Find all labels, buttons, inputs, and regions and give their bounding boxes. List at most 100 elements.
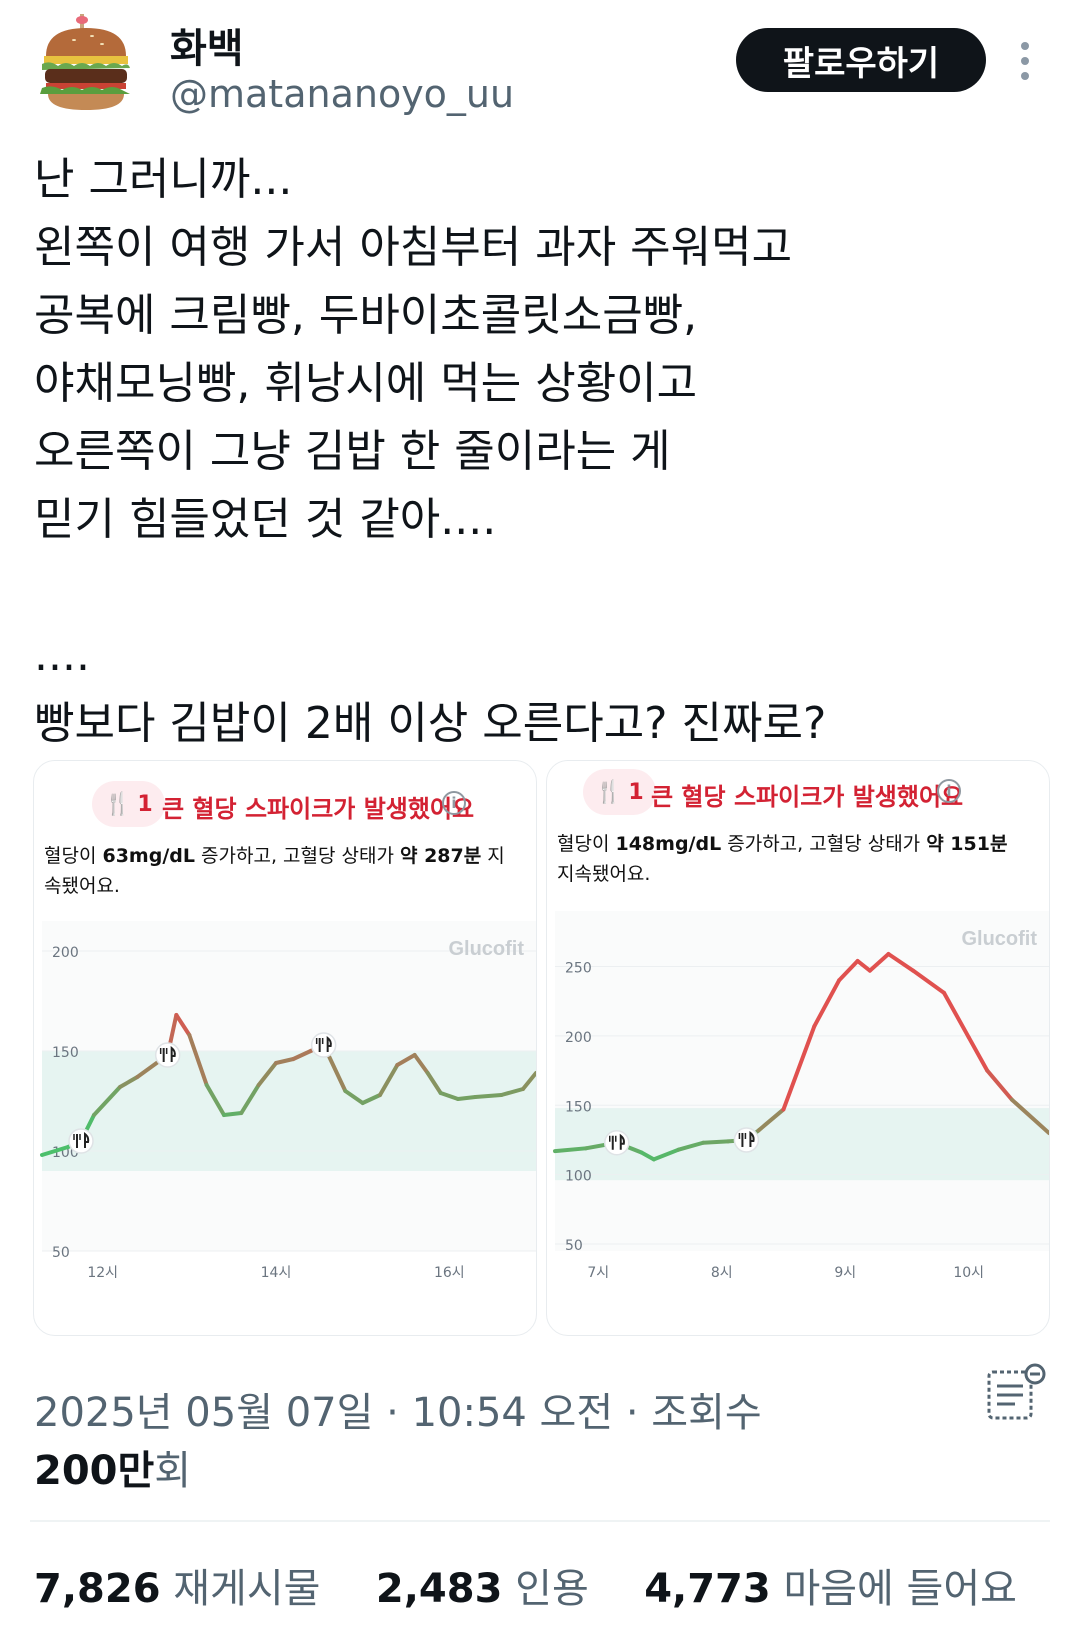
glucose-line-segment — [222, 1111, 244, 1117]
glucose-card-right[interactable]: 🍴 1 큰 혈당 스파이크가 발생했어요 i 혈당이 148mg/dL 증가하고… — [546, 760, 1050, 1336]
brand-watermark: Glucofit — [961, 928, 1037, 950]
tweet-line: 왼쪽이 여행 가서 아침부터 과자 주워먹고 — [34, 222, 793, 273]
y-tick-label: 100 — [565, 1169, 592, 1185]
meal-count-badge: 🍴 1 — [92, 781, 165, 827]
divider — [30, 1520, 1050, 1522]
glucose-line-segment — [438, 1091, 460, 1101]
x-tick-label: 14시 — [261, 1265, 292, 1281]
tweet-line: 빵보다 김밥이 2배 이상 오른다고? 진짜로? — [34, 698, 827, 749]
meal-count: 1 — [628, 779, 644, 805]
glucose-line-segment — [343, 1089, 365, 1105]
glucose-line-segment — [701, 1139, 730, 1145]
tweet-text: 난 그러니까... 왼쪽이 여행 가서 아침부터 과자 주워먹고 공복에 크림빵… — [34, 146, 1054, 758]
glucose-line-segment — [378, 1063, 400, 1097]
glucose-line-segment — [425, 1071, 443, 1095]
meal-marker-icon[interactable] — [733, 1127, 760, 1153]
target-range-band — [555, 1108, 1049, 1181]
glucose-line-segment — [756, 1107, 786, 1133]
spike-title: 큰 혈당 스파이크가 발생했어요 — [651, 783, 964, 811]
info-icon[interactable]: i — [442, 791, 466, 815]
target-range-band — [42, 1051, 536, 1171]
engagement-stats: 7,826 재게시물 2,483 인용 4,773 마음에 들어요 — [34, 1556, 1017, 1614]
y-tick-label: 150 — [565, 1099, 592, 1115]
glucose-line-segment — [239, 1083, 261, 1115]
more-options-icon[interactable] — [1010, 36, 1040, 86]
user-name[interactable]: 화백 — [170, 26, 244, 72]
info-icon[interactable]: i — [937, 779, 961, 803]
glucose-line-segment — [256, 1061, 278, 1087]
glucose-line-segment — [966, 1035, 990, 1073]
x-tick-label: 12시 — [87, 1265, 118, 1281]
glucose-line-segment — [521, 1071, 536, 1091]
glucose-card-left[interactable]: 🍴 1 큰 혈당 스파이크가 발생했어요 i 혈당이 63mg/dL 증가하고,… — [33, 760, 537, 1336]
meal-marker-icon[interactable] — [68, 1128, 94, 1154]
glucose-line-segment — [274, 1057, 296, 1065]
y-tick-label: 200 — [52, 945, 79, 961]
meal-marker-icon[interactable] — [154, 1042, 181, 1068]
glucose-line-segment — [812, 978, 842, 1029]
glucose-line-segment — [118, 1075, 140, 1089]
tweet-line — [34, 554, 1054, 622]
tweet-line: 공복에 크림빵, 두바이초콜릿소금빵, — [34, 290, 698, 341]
quote-count[interactable]: 2,483 인용 — [375, 1566, 589, 1612]
y-tick-label: 50 — [52, 1245, 70, 1261]
x-tick-label: 10시 — [953, 1265, 984, 1281]
glucose-line-segment — [886, 952, 916, 973]
brand-watermark: Glucofit — [448, 938, 524, 960]
glucose-line-segment — [499, 1087, 525, 1097]
glucose-line-segment — [174, 1013, 192, 1037]
glucose-chart-right: 50 100 150 200 250 7시 8시 9시 10시 Glucofit — [553, 911, 1049, 1281]
glucose-line-segment — [360, 1093, 382, 1105]
like-count[interactable]: 4,773 마음에 들어요 — [644, 1566, 1017, 1612]
x-tick-label: 9시 — [834, 1265, 856, 1281]
glucose-line-segment — [676, 1140, 706, 1152]
glucose-line-segment — [40, 1145, 70, 1157]
tweet-line: .... — [34, 630, 90, 681]
burger-avatar-icon[interactable] — [36, 14, 136, 114]
glucose-line-segment — [985, 1068, 1014, 1102]
tweet-date[interactable]: 2025년 05월 07일 · 10:54 오전 · 조회수 — [34, 1390, 762, 1436]
view-count: 200만회 — [34, 1448, 192, 1494]
glucose-line-segment — [855, 958, 872, 973]
y-tick-label: 250 — [565, 961, 592, 977]
tweet-line: 믿기 힘들었던 것 같아.... — [34, 494, 497, 545]
glucose-line-segment — [837, 958, 860, 983]
glucose-line-segment — [553, 1146, 588, 1154]
repost-count[interactable]: 7,826 재게시물 — [34, 1566, 321, 1612]
glucose-line-segment — [92, 1085, 122, 1117]
glucose-line-segment — [942, 990, 971, 1040]
tweet-line: 야채모닝빵, 휘낭시에 먹는 상황이고 — [34, 358, 698, 409]
x-tick-label: 8시 — [711, 1265, 733, 1281]
tweet-line: 오른쪽이 그냥 김밥 한 줄이라는 게 — [34, 426, 671, 477]
glucose-line-segment — [473, 1093, 504, 1099]
glucose-line-segment — [187, 1033, 209, 1087]
glucose-line-segment — [639, 1150, 656, 1162]
fork-knife-icon: 🍴 — [104, 791, 132, 817]
glucose-line-segment — [1009, 1097, 1049, 1136]
list-detail-icon[interactable] — [985, 1362, 1047, 1424]
glucose-line-segment — [867, 952, 891, 973]
meal-count-badge: 🍴 1 — [583, 769, 656, 815]
glucose-line-segment — [456, 1095, 478, 1101]
meal-count: 1 — [137, 791, 153, 817]
meal-marker-icon[interactable] — [310, 1032, 337, 1058]
y-tick-label: 150 — [52, 1045, 79, 1061]
fork-knife-icon: 🍴 — [595, 779, 623, 805]
glucose-line-segment — [395, 1053, 417, 1067]
follow-button[interactable]: 팔로우하기 — [736, 28, 986, 92]
x-tick-label: 16시 — [434, 1265, 465, 1281]
spike-description: 혈당이 148mg/dL 증가하고, 고혈당 상태가 약 151분 지속됐어요. — [557, 833, 1008, 885]
user-handle[interactable]: @matananoyo_uu — [170, 72, 515, 116]
glucose-line-segment — [781, 1024, 817, 1112]
glucose-line-segment — [651, 1147, 681, 1162]
y-tick-label: 200 — [565, 1030, 592, 1046]
tweet-line: 난 그러니까... — [34, 154, 293, 205]
spike-description: 혈당이 63mg/dL 증가하고, 고혈당 상태가 약 287분 지속됐어요. — [44, 845, 505, 897]
spike-title: 큰 혈당 스파이크가 발생했어요 — [162, 795, 475, 823]
meal-marker-icon[interactable] — [604, 1130, 630, 1156]
glucose-line-segment — [204, 1083, 226, 1117]
tweet-header: 화백 @matananoyo_uu 팔로우하기 — [0, 0, 1080, 130]
glucose-line-segment — [412, 1053, 430, 1075]
x-tick-label: 7시 — [587, 1265, 609, 1281]
